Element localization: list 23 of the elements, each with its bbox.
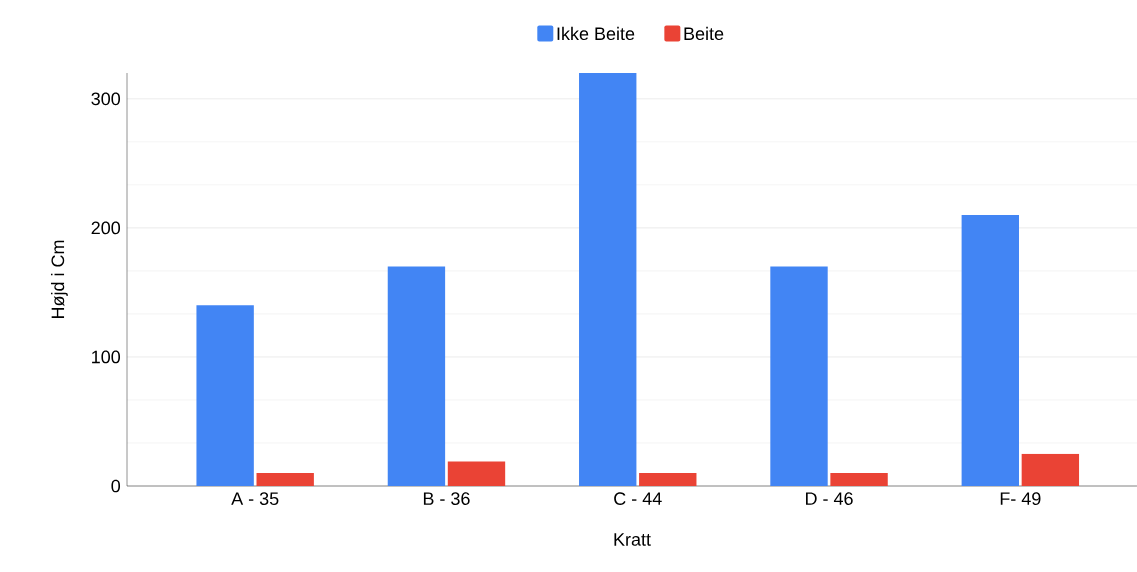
y-axis-title: Højd i Cm xyxy=(50,240,68,319)
x-tick-label: A - 35 xyxy=(231,492,279,505)
x-tick-label: C - 44 xyxy=(614,492,662,505)
y-tick-label: 300 xyxy=(91,92,121,106)
legend-label: Ikke Beite xyxy=(557,26,635,41)
x-axis-title: Kratt xyxy=(614,533,651,546)
bar xyxy=(579,73,637,486)
y-tick-label: 200 xyxy=(91,221,121,235)
bar xyxy=(770,266,828,486)
x-tick-label: F- 49 xyxy=(1000,492,1041,505)
bar xyxy=(256,473,314,486)
bar xyxy=(830,473,888,486)
bar xyxy=(1021,453,1080,486)
bar xyxy=(639,473,697,486)
bar xyxy=(387,266,446,486)
legend-label: Beite xyxy=(684,26,724,41)
bar xyxy=(196,305,254,486)
bar xyxy=(447,461,506,486)
y-tick-label: 100 xyxy=(92,350,121,364)
bar xyxy=(961,214,1019,486)
y-tick-label: 0 xyxy=(111,479,121,493)
x-tick-label: D - 46 xyxy=(806,492,853,505)
x-tick-label: B - 36 xyxy=(423,492,470,505)
